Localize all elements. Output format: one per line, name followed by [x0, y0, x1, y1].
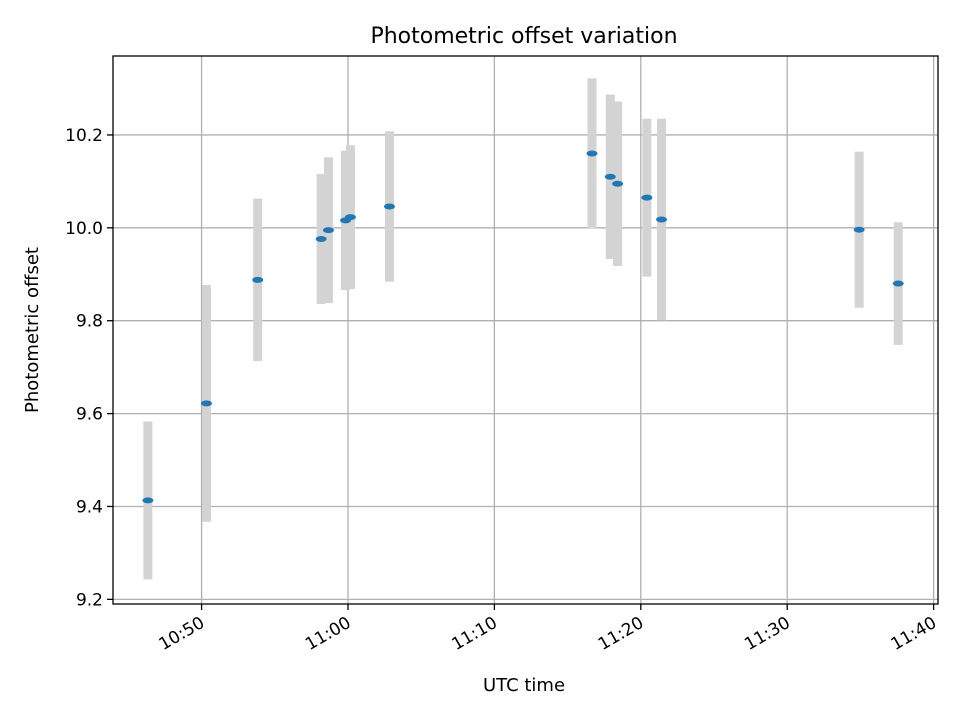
grid	[113, 56, 938, 604]
y-axis-label: Photometric offset	[22, 247, 43, 413]
data-point	[322, 227, 334, 234]
data-point	[344, 214, 356, 221]
data-point	[853, 226, 865, 233]
y-tick-label: 10.2	[65, 126, 103, 146]
y-tick-label: 9.6	[76, 405, 103, 425]
plot-frame	[112, 55, 939, 605]
data-point	[315, 235, 327, 242]
data-point	[604, 173, 616, 180]
x-tick-label: 11:00	[302, 613, 354, 655]
data-point	[252, 276, 264, 283]
data-point	[892, 280, 904, 287]
x-tick-label: 10:50	[156, 613, 208, 655]
x-tick-label: 11:10	[448, 613, 500, 655]
chart-title: Photometric offset variation	[370, 24, 677, 49]
x-tick-label: 11:20	[595, 613, 647, 655]
x-axis-label: UTC time	[483, 675, 565, 696]
data-point	[142, 497, 154, 504]
data-point	[656, 216, 668, 223]
y-axis: 9.2 9.4 9.6 9.8 10.0 10.2	[65, 126, 113, 610]
data-point	[200, 400, 212, 407]
data-point	[641, 194, 653, 201]
y-tick-label: 9.4	[76, 497, 103, 517]
error-bars	[143, 78, 903, 580]
x-tick-label: 11:30	[741, 613, 793, 655]
x-axis: 10:50 11:00 11:10 11:20 11:30 11:40	[156, 604, 940, 655]
x-tick-label: 11:40	[888, 613, 940, 655]
y-tick-label: 9.2	[76, 590, 103, 610]
data-point	[612, 180, 624, 187]
data-point	[586, 150, 598, 157]
data-points	[142, 150, 904, 504]
data-point	[383, 203, 395, 210]
y-tick-label: 9.8	[76, 312, 103, 332]
y-tick-label: 10.0	[65, 219, 103, 239]
